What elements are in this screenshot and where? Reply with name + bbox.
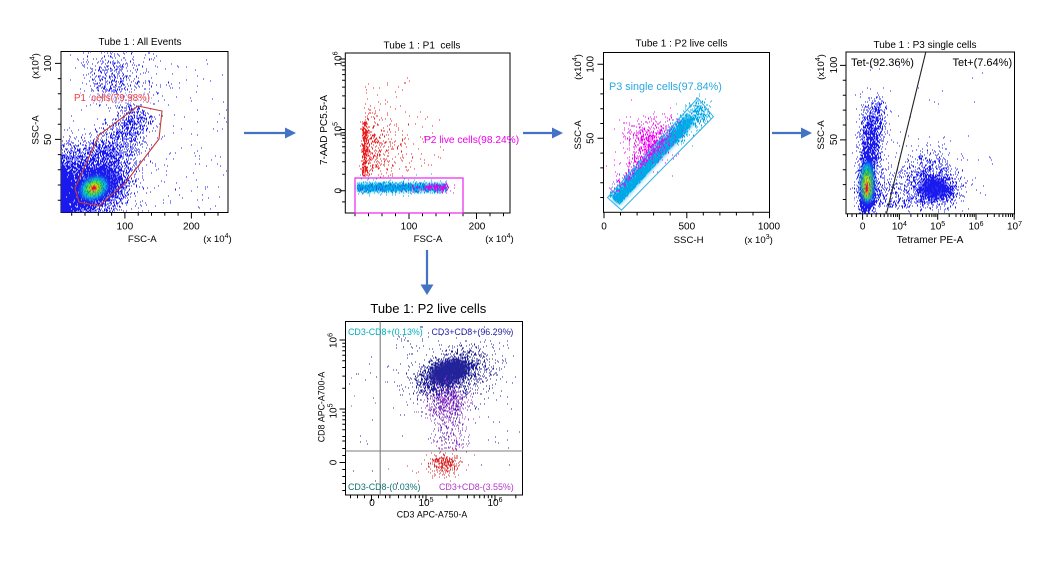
svg-text:FSC-A: FSC-A [414, 234, 443, 245]
svg-text:106: 106 [328, 333, 340, 348]
svg-text:50: 50 [43, 133, 54, 145]
svg-text:0: 0 [601, 222, 607, 233]
svg-text:100: 100 [401, 222, 418, 233]
svg-text:100: 100 [117, 222, 134, 233]
svg-text:P1 cells(79.98%): P1 cells(79.98%) [74, 93, 150, 104]
svg-text:50: 50 [829, 134, 840, 146]
svg-text:Tube 1 : P3 single cells: Tube 1 : P3 single cells [873, 40, 976, 51]
svg-text:106: 106 [333, 51, 345, 66]
svg-text:Tet-(92.36%): Tet-(92.36%) [851, 57, 914, 69]
svg-text:SSC-A: SSC-A [816, 120, 827, 150]
svg-text:100: 100 [586, 56, 597, 73]
svg-text:0: 0 [329, 459, 340, 465]
svg-text:Tube 1 : P1 cells: Tube 1 : P1 cells [384, 41, 461, 52]
svg-text:1000: 1000 [758, 222, 781, 233]
svg-text:107: 107 [1007, 221, 1022, 233]
svg-text:(x 104): (x 104) [485, 233, 513, 245]
svg-text:106: 106 [487, 497, 502, 509]
svg-text:CD3-CD8+(0.13%): CD3-CD8+(0.13%) [348, 327, 423, 337]
svg-text:CD3+CD8-(3.55%): CD3+CD8-(3.55%) [439, 482, 514, 492]
svg-text:500: 500 [678, 222, 695, 233]
svg-text:200: 200 [469, 222, 486, 233]
svg-text:0: 0 [334, 187, 345, 193]
svg-text:CD3-CD8-(0.03%): CD3-CD8-(0.03%) [348, 482, 421, 492]
svg-text:0: 0 [369, 498, 375, 509]
svg-text:Tube 1 : P2 live cells: Tube 1 : P2 live cells [636, 39, 728, 50]
svg-text:(x 104): (x 104) [203, 233, 231, 245]
svg-text:CD3+CD8+(96.29%): CD3+CD8+(96.29%) [432, 327, 514, 337]
svg-text:106: 106 [968, 221, 983, 233]
svg-text:Tetramer PE-A: Tetramer PE-A [897, 235, 964, 246]
svg-text:CD3 APC-A750-A: CD3 APC-A750-A [397, 510, 468, 520]
svg-text:Tet+(7.64%): Tet+(7.64%) [953, 57, 1013, 69]
svg-text:Tube 1: P2 live cells: Tube 1: P2 live cells [370, 301, 486, 316]
svg-text:(x104): (x104) [572, 54, 584, 80]
svg-text:P3 single cells(97.84%): P3 single cells(97.84%) [609, 81, 722, 93]
svg-text:SSC-A: SSC-A [31, 115, 42, 145]
svg-text:7-AAD PC5.5-A: 7-AAD PC5.5-A [319, 95, 330, 165]
svg-text:SSC-H: SSC-H [674, 235, 704, 246]
svg-text:0: 0 [860, 222, 866, 233]
svg-text:104: 104 [892, 221, 907, 233]
svg-text:105: 105 [333, 122, 345, 137]
svg-text:50: 50 [586, 132, 597, 144]
svg-text:P2 live cells(98.24%): P2 live cells(98.24%) [424, 135, 519, 146]
svg-text:(x 103): (x 103) [744, 234, 772, 246]
svg-text:105: 105 [418, 497, 433, 509]
svg-text:105: 105 [930, 221, 945, 233]
svg-text:SSC-A: SSC-A [573, 120, 584, 150]
svg-text:200: 200 [183, 222, 200, 233]
svg-text:(x104): (x104) [815, 54, 827, 80]
svg-text:100: 100 [829, 56, 840, 73]
svg-text:FSC-A: FSC-A [128, 234, 157, 245]
svg-text:CD8 APC-A700-A: CD8 APC-A700-A [317, 372, 327, 443]
svg-text:100: 100 [43, 55, 54, 72]
svg-text:105: 105 [328, 403, 340, 418]
svg-text:(x104): (x104) [30, 53, 42, 79]
svg-text:Tube 1 : All Events: Tube 1 : All Events [98, 37, 181, 48]
